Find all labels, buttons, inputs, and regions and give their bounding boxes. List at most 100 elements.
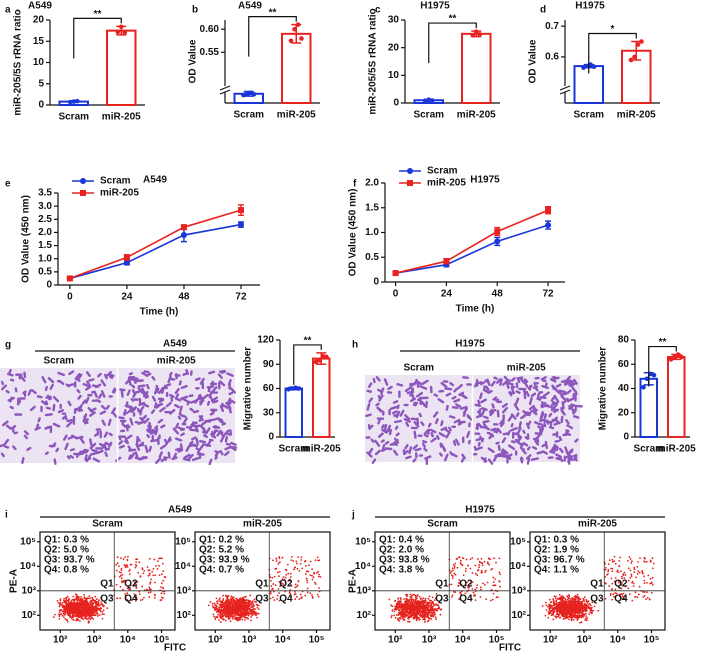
panel-title: H1975 [575,1,605,12]
quadrant-name: Q2 [459,578,473,589]
x-tick-label: 10⁴ [610,635,626,646]
data-point [296,386,302,391]
marker [66,275,73,282]
y-tick-label: 2.0 [38,227,52,238]
y-tick-label: 10⁴ [20,561,36,572]
significance-bracket [648,345,677,387]
data-point [679,354,684,360]
panel-letter: d [540,5,546,16]
y-tick-label: 1.0 [365,227,379,238]
data-point [668,357,674,362]
quadrant-stat: Q3: 93.8 % [379,555,430,566]
data-point [67,99,73,105]
quadrant-name: Q3 [435,593,449,604]
panel-title: H1975 [420,1,450,12]
x-tick-label: 10⁵ [309,635,325,646]
x-tick-label: 10⁵ [154,635,170,646]
marker [237,207,244,214]
y-tick-label: 10³ [22,585,37,596]
quadrant-name: Q4 [124,593,138,604]
y-tick-label: 1.5 [38,240,52,251]
quadrant-stat: Q2: 5.0 % [44,545,89,556]
y-tick-label: 0.7 [545,21,559,32]
x-tick-label: Scram [413,110,444,121]
quadrant-stat: Q3: 96.7 % [534,555,585,566]
data-point [628,57,634,63]
data-point [429,98,435,103]
axis-break [559,85,571,95]
y-tick-label: 10⁵ [175,536,191,547]
panel-letter: g [5,340,11,351]
x-tick-label: 10⁴ [275,635,291,646]
y-axis-label: miR-205/5S rRNA ratio [13,9,24,115]
panel-letter: h [352,340,358,351]
event-dots [388,556,502,623]
significance-bracket [428,22,477,64]
data-point [122,30,128,36]
y-tick-label: 10² [177,610,192,621]
x-axis-label: FITC [164,643,186,654]
significance: ** [449,14,457,25]
bar [281,32,312,104]
significance: ** [94,9,102,20]
bar [312,357,331,439]
legend-marker [80,178,86,184]
y-axis-label: OD Value [528,39,539,83]
y-tick-label: 10⁵ [20,536,36,547]
plot-name: Scram [92,519,123,530]
significance-bracket [293,344,322,385]
plot-name: Scram [427,519,458,530]
y-tick-label: 30 [388,15,400,26]
y-tick-label: 10² [357,610,372,621]
y-tick-label: 10 [33,57,45,68]
panel-letter: e [5,179,11,190]
y-tick-label: 1.0 [38,253,52,264]
panel-title: A549 [238,1,262,12]
y-tick-label: 5 [38,78,44,89]
quadrant-stat: Q4: 0.7 % [199,565,244,576]
y-tick-label: 30 [263,407,275,418]
y-tick-label: 10³ [512,585,527,596]
y-axis-label: PE-A [9,569,20,593]
x-tick-label: Scram [278,444,309,455]
significance-bracket [73,17,122,59]
y-tick-label: 10⁵ [355,536,371,547]
y-tick-label: 120 [257,335,274,346]
panel-title: A549 [143,175,167,186]
data-point [651,372,657,378]
data-point [292,26,297,32]
axis-break-gap [561,86,569,92]
plot-name: miR-205 [578,519,617,530]
quadrant-name: Q4 [459,593,473,604]
quadrant-stat: Q3: 93.9 % [199,555,250,566]
x-tick-label: Scram [573,110,604,121]
y-tick-label: 10⁵ [510,536,526,547]
data-point [74,98,80,104]
x-tick-label: 10² [53,635,68,646]
panel-title: H1975 [470,175,500,186]
legend-label: miR-205 [100,188,139,199]
x-tick-label: 10³ [422,635,437,646]
panel-name: miR-205 [507,363,546,374]
legend-marker [407,168,413,174]
quadrant-stat: Q4: 3.8 % [379,565,424,576]
data-point [71,99,77,104]
quadrant-gate [40,532,175,630]
data-point [289,386,295,391]
event-dots [207,556,322,624]
y-tick-label: 10² [22,610,37,621]
quadrant-gate [195,532,330,630]
x-tick-label: Scram [233,110,264,121]
significance: * [611,24,615,35]
x-tick-label: miR-205 [277,110,316,121]
y-tick-label: 20 [388,42,400,53]
marker [494,238,501,245]
x-tick-label: 72 [542,289,554,300]
y-tick-label: 0 [393,98,399,109]
plot-frame [39,531,176,631]
y-axis-label: Migrative number [243,347,254,430]
x-tick-label: 10⁵ [644,635,660,646]
y-tick-label: 0 [373,277,379,288]
significance: ** [269,7,277,18]
y-tick-label: 10³ [357,585,372,596]
